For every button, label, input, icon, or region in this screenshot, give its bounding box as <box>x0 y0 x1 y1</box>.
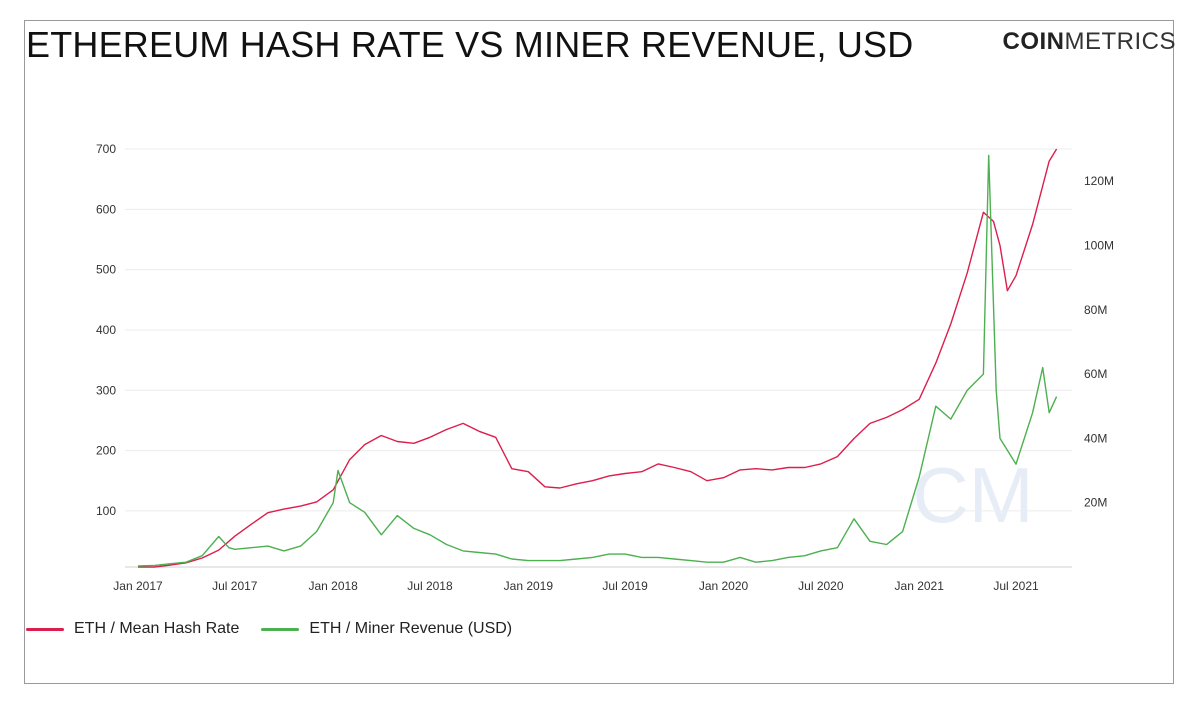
legend-item-hash-rate[interactable]: ETH / Mean Hash Rate <box>26 620 239 638</box>
watermark-text: CM <box>912 451 1033 539</box>
y-right-tick-label: 80M <box>1084 303 1107 317</box>
legend-item-miner-revenue[interactable]: ETH / Miner Revenue (USD) <box>261 620 512 638</box>
y-right-tick-label: 60M <box>1084 367 1107 381</box>
axis-labels: 100 200 300 400 500 600 700 20M 40M 60M 80M 100M 120… <box>96 142 1114 593</box>
series-lines <box>137 148 1058 568</box>
chart-frame <box>24 20 1174 684</box>
x-tick-label: Jul 2017 <box>212 579 258 593</box>
y-right-tick-label: 20M <box>1084 496 1107 510</box>
y-right-tick-label: 40M <box>1084 431 1107 445</box>
series-line-hash-rate <box>138 148 1058 568</box>
y-left-tick-label: 200 <box>96 444 116 458</box>
legend-label-hash-rate: ETH / Mean Hash Rate <box>74 620 240 637</box>
series-line-miner-revenue <box>137 154 1058 567</box>
x-tick-label: Jan 2018 <box>308 579 358 593</box>
legend: ETH / Mean Hash Rate ETH / Miner Revenue… <box>26 620 534 638</box>
chart-title: ETHEREUM HASH RATE VS MINER REVENUE, USD <box>26 24 914 65</box>
y-left-tick-label: 400 <box>96 323 116 337</box>
legend-swatch-hash-rate <box>26 627 64 631</box>
x-tick-label: Jan 2019 <box>504 579 554 593</box>
x-tick-label: Jul 2018 <box>407 579 453 593</box>
y-right-tick-label: 100M <box>1084 238 1114 252</box>
y-left-tick-label: 700 <box>96 142 116 156</box>
grid-lines <box>125 148 1072 568</box>
y-left-tick-label: 500 <box>96 263 116 277</box>
coinmetrics-logo: COINMETRICS <box>1003 28 1177 56</box>
y-left-tick-label: 600 <box>96 202 116 216</box>
x-tick-label: Jul 2020 <box>798 579 844 593</box>
x-tick-label: Jul 2019 <box>602 579 648 593</box>
y-left-tick-label: 100 <box>96 504 116 518</box>
x-tick-label: Jan 2017 <box>113 579 163 593</box>
legend-label-miner-revenue: ETH / Miner Revenue (USD) <box>309 620 513 637</box>
y-left-tick-label: 300 <box>96 383 116 397</box>
x-tick-label: Jul 2021 <box>993 579 1039 593</box>
y-right-tick-label: 120M <box>1084 174 1114 188</box>
logo-light-text: METRICS <box>1064 28 1176 55</box>
logo-bold-text: COIN <box>1002 28 1065 55</box>
legend-swatch-miner-revenue <box>261 627 300 631</box>
x-tick-label: Jan 2021 <box>895 579 945 593</box>
x-tick-label: Jan 2020 <box>699 579 749 593</box>
